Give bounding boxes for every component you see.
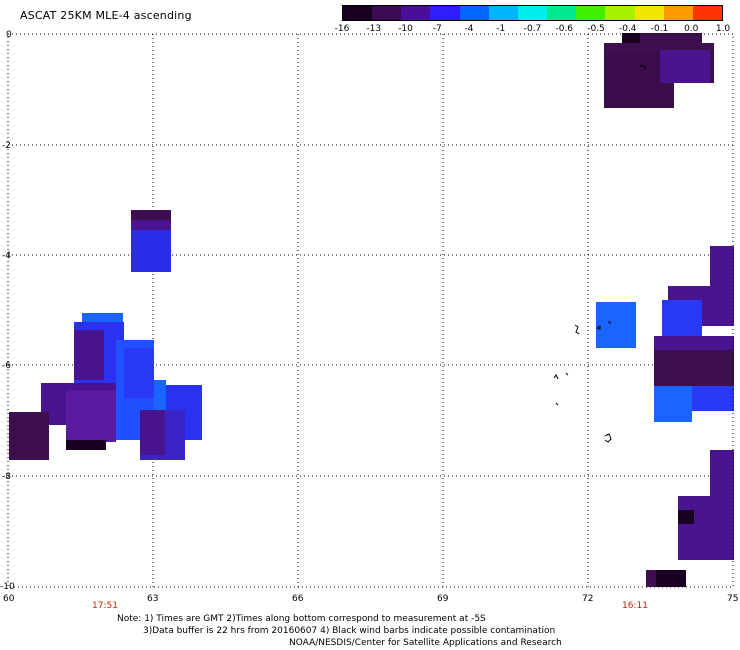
island-outline bbox=[553, 374, 559, 380]
colorbar-label: -0.4 bbox=[618, 24, 637, 34]
y-tick-label: -6 bbox=[2, 361, 11, 371]
colorbar-label: -0.5 bbox=[587, 24, 605, 34]
x-tick-label: 60 bbox=[3, 594, 15, 604]
colorbar-segment bbox=[401, 6, 431, 20]
island-outline bbox=[608, 321, 611, 324]
x-tick-label: 66 bbox=[292, 594, 304, 604]
island-outline bbox=[565, 372, 569, 376]
x-tick-label: 72 bbox=[582, 594, 593, 604]
plot-frame bbox=[7, 33, 734, 588]
colorbar bbox=[342, 5, 723, 21]
data-swath-east bbox=[596, 33, 734, 587]
note-line-2: 3)Data buffer is 22 hrs from 20160607 4)… bbox=[143, 626, 556, 636]
colorbar-label: 0.0 bbox=[684, 24, 699, 34]
colorbar-segment bbox=[488, 6, 518, 20]
colorbar-segment bbox=[517, 6, 548, 20]
colorbar-label: 1.0 bbox=[715, 24, 731, 34]
island-outline bbox=[555, 402, 559, 406]
colorbar-segment bbox=[430, 6, 460, 20]
colorbar-label: -0.1 bbox=[650, 24, 669, 34]
y-tick-label: -10 bbox=[0, 582, 15, 592]
y-tick-label: -4 bbox=[2, 251, 11, 261]
x-tick-label: 63 bbox=[147, 594, 158, 604]
y-tick-label: 0 bbox=[6, 30, 12, 40]
island-outline bbox=[595, 325, 601, 330]
y-axis-labels: 0 -2 -4 -6 -8 -10 bbox=[0, 30, 15, 592]
colorbar-label: -1 bbox=[496, 24, 506, 34]
x-tick-label: 75 bbox=[727, 594, 738, 604]
island-outline bbox=[604, 433, 612, 443]
colorbar-label: -0.6 bbox=[555, 24, 574, 34]
island-outline bbox=[640, 65, 647, 70]
data-swath-west bbox=[9, 210, 202, 460]
time-label: 17:51 bbox=[92, 601, 118, 610]
note-line-3: NOAA/NESDIS/Center for Satellite Applica… bbox=[289, 638, 562, 648]
island-outlines bbox=[553, 65, 647, 443]
y-tick-label: -2 bbox=[2, 141, 11, 151]
island-outline bbox=[574, 324, 580, 335]
colorbar-segment bbox=[692, 6, 723, 20]
colorbar-label: -10 bbox=[398, 24, 413, 34]
colorbar-label: -13 bbox=[366, 24, 382, 34]
colorbar-label: -4 bbox=[464, 24, 474, 34]
colorbar-segment bbox=[605, 6, 635, 20]
x-axis-labels: 60 63 66 69 72 75 bbox=[3, 594, 738, 604]
time-label: 16:11 bbox=[622, 601, 648, 610]
colorbar-segment bbox=[343, 6, 373, 20]
note-line-1: Note: 1) Times are GMT 2)Times along bot… bbox=[117, 614, 486, 624]
colorbar-label: -16 bbox=[334, 24, 350, 34]
map-plot[interactable]: 0 -2 -4 -6 -8 -10 60 63 66 69 72 75 17:5… bbox=[0, 0, 740, 610]
x-tick-label: 69 bbox=[437, 594, 449, 604]
colorbar-segment bbox=[634, 6, 664, 20]
colorbar-segment bbox=[547, 6, 577, 20]
colorbar-label: -7 bbox=[432, 24, 442, 34]
time-labels: 17:51 16:11 bbox=[92, 601, 648, 610]
colorbar-segment bbox=[576, 6, 606, 20]
page-title: ASCAT 25KM MLE-4 ascending bbox=[20, 9, 192, 22]
colorbar-label: -0.7 bbox=[523, 24, 542, 34]
colorbar-segment bbox=[459, 6, 489, 20]
y-tick-label: -8 bbox=[2, 472, 11, 482]
colorbar-segment bbox=[372, 6, 402, 20]
colorbar-labels: -16 -13 -10 -7 -4 -1 -0.7 -0.6 -0.5 -0.4 -0.1 0.0 1.… bbox=[330, 24, 740, 36]
colorbar-segment bbox=[663, 6, 693, 20]
